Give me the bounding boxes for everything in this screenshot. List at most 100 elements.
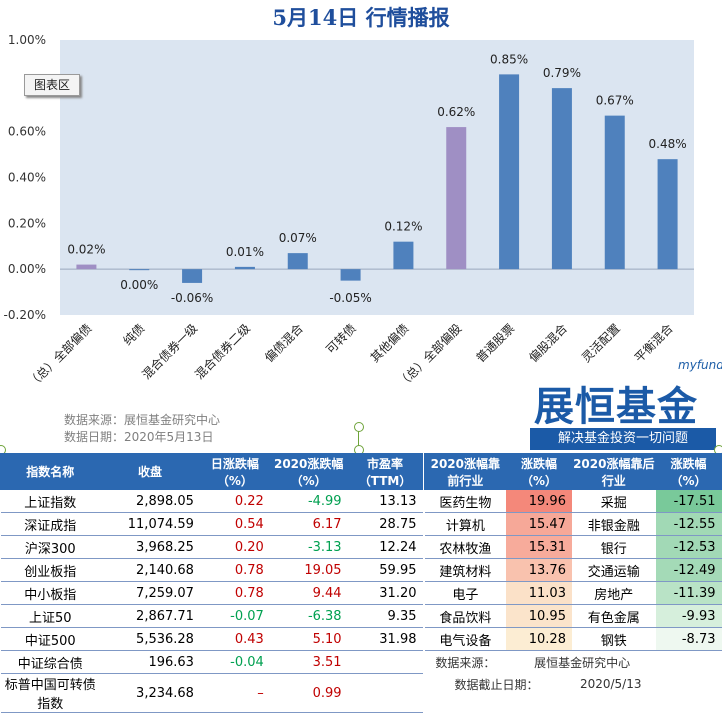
col-bottom-industry: 2020涨幅靠后行业 [571,453,657,490]
index-close: 5,536.28 [100,627,200,651]
industry-row: 医药生物 19.96 采掘 -17.51 [424,489,722,513]
date-line: 数据日期：2020年5月13日 [64,430,214,444]
index-row: 标普中国可转债指数 3,234.68–0.99 [0,673,423,713]
bar[interactable] [657,159,678,270]
industry-row: 计算机 15.47 非银金融 -12.55 [424,512,722,536]
industry-table: 2020涨幅靠前行业 涨跌幅（%） 2020涨幅靠后行业 涨跌幅（%） 医药生物… [424,453,722,695]
top-industry-change: 19.96 [506,489,572,513]
data-label: 0.12% [384,220,422,234]
bar[interactable] [340,269,361,281]
index-ytd-change: 19.05 [269,558,348,582]
index-ytd-change: 5.10 [269,627,348,651]
index-name: 中小板指 [0,581,101,605]
bottom-industry-change: -9.93 [655,604,722,628]
x-category-label: 平衡混合 [631,321,676,366]
top-industry-name: 食品饮料 [424,604,507,628]
index-pe: 59.95 [347,558,423,582]
bottom-industry-name: 房地产 [571,581,656,605]
y-tick-label: 0.60% [8,125,46,139]
index-close: 3,234.68 [100,673,200,713]
data-label: 0.79% [543,66,581,80]
index-ytd-change: 9.44 [269,581,348,605]
index-close: 2,898.05 [100,489,200,513]
index-name: 上证指数 [0,489,101,513]
x-category-label: 其他偏债 [367,321,412,366]
y-tick-label: -0.20% [4,308,46,322]
industry-row: 农林牧渔 15.31 银行 -12.53 [424,535,722,559]
footer-date-value: 2020/5/13 [579,677,642,691]
index-close: 2,140.68 [100,558,200,582]
bar[interactable] [129,269,150,271]
x-category-label: 混合债券二级 [192,321,254,383]
index-name: 上证50 [0,604,101,628]
chart-area-tooltip: 图表区 [24,74,80,96]
bottom-industry-name: 有色金属 [571,604,656,628]
index-ytd-change: -4.99 [269,489,348,513]
data-label: 0.07% [279,231,317,245]
index-close: 196.63 [100,650,200,674]
index-pe: 28.75 [347,512,423,536]
x-category-label: 普通股票 [473,321,517,365]
plot-area [60,40,694,315]
industry-row: 电子 11.03 房地产 -11.39 [424,581,722,605]
top-industry-name: 建筑材料 [424,558,507,582]
x-category-label: 可转债 [323,321,359,357]
index-pe: 13.13 [347,489,423,513]
index-day-change: -0.07 [199,604,270,628]
rotate-handle[interactable] [354,422,364,432]
y-tick-label: 1.00% [8,33,46,47]
industry-row: 食品饮料 10.95 有色金属 -9.93 [424,604,722,628]
index-close: 3,968.25 [100,535,200,559]
bar-chart[interactable]: 1.00%0.80.60%0.40%0.20%0.00%-0.20%0.02%（… [0,30,722,415]
index-row: 创业板指 2,140.68 0.78 19.05 59.95 [0,558,423,582]
index-pe [347,673,423,713]
page-title: 5月14日 行情播报 [272,5,450,30]
data-label: -0.06% [171,291,213,305]
index-row: 中小板指 7,259.07 0.78 9.44 31.20 [0,581,423,605]
bottom-industry-change: -12.55 [655,512,722,536]
top-industry-name: 计算机 [424,512,507,536]
index-day-change: 0.78 [199,558,270,582]
col-bottom-change: 涨跌幅（%） [655,453,722,490]
index-day-change: – [199,673,270,713]
top-industry-name: 电气设备 [424,627,507,651]
index-name: 标普中国可转债指数 [0,673,101,713]
bar[interactable] [182,269,203,283]
bar[interactable] [446,127,467,270]
bar[interactable] [499,74,520,270]
data-label: -0.05% [329,291,371,305]
x-category-label: 偏债混合 [261,321,306,366]
bar[interactable] [393,241,414,270]
bar[interactable] [604,115,625,270]
bottom-industry-name: 银行 [571,535,656,559]
col-day-change: 日涨跌幅（%） [199,453,271,490]
index-ytd-change: -3.13 [269,535,348,559]
index-close: 7,259.07 [100,581,200,605]
top-industry-name: 医药生物 [424,489,507,513]
bar[interactable] [287,253,308,270]
top-industry-change: 15.31 [506,535,572,559]
bar[interactable] [234,266,255,270]
index-pe: 12.24 [347,535,423,559]
x-category-label: 纯债 [120,321,147,348]
index-ytd-change: 0.99 [269,673,348,713]
top-industry-change: 10.28 [506,627,572,651]
index-row: 上证50 2,867.71 -0.07 -6.38 9.35 [0,604,423,628]
index-pe: 31.98 [347,627,423,651]
logo-tagline: 解决基金投资一切问题 [530,428,716,450]
rotate-connector [358,429,359,451]
bar[interactable] [551,88,572,270]
top-industry-change: 15.47 [506,512,572,536]
index-day-change: 0.54 [199,512,270,536]
index-name: 中证500 [0,627,101,651]
index-ytd-change: 3.51 [269,650,348,674]
index-row: 中证500 5,536.28 0.43 5.10 31.98 [0,627,423,651]
col-index-name: 指数名称 [0,453,101,490]
index-ytd-change: 6.17 [269,512,348,536]
y-tick-label: 0.20% [8,216,46,230]
top-industry-change: 11.03 [506,581,572,605]
bottom-industry-change: -8.73 [655,627,722,651]
bottom-industry-name: 交通运输 [571,558,656,582]
bar[interactable] [76,264,97,270]
col-ytd-change: 2020涨跌幅（%） [269,453,349,490]
